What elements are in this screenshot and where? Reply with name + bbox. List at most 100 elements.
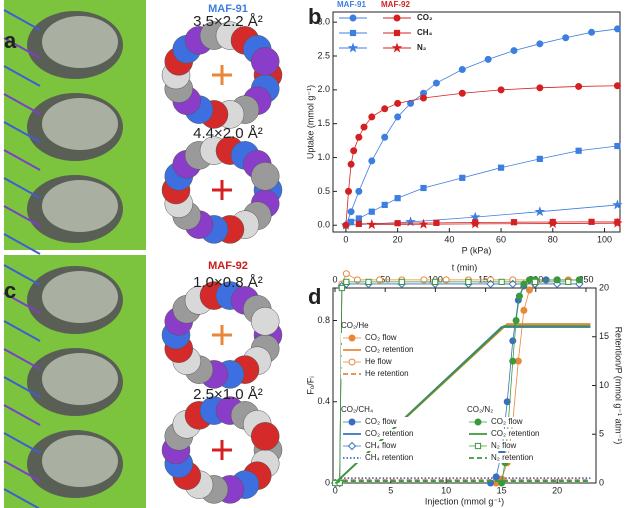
data-point bbox=[515, 292, 523, 300]
data-point bbox=[342, 221, 350, 229]
bond bbox=[3, 37, 41, 59]
data-point bbox=[613, 82, 621, 90]
bond bbox=[3, 488, 41, 508]
legend-label: CO₂ flow bbox=[365, 417, 397, 426]
legend-label: CO₂ bbox=[417, 13, 433, 22]
data-point bbox=[612, 199, 623, 210]
y2-tick-label: 0 bbox=[599, 477, 604, 487]
data-point bbox=[536, 155, 543, 162]
legend-title: CO₂/CH₄ bbox=[341, 405, 373, 414]
data-point bbox=[381, 133, 389, 141]
data-point bbox=[547, 218, 559, 229]
legend-title: CO₂/He bbox=[341, 321, 369, 330]
data-point bbox=[393, 29, 401, 37]
series-line bbox=[350, 145, 618, 223]
data-point bbox=[376, 276, 384, 284]
data-point bbox=[365, 278, 372, 286]
legend-bg bbox=[467, 453, 553, 463]
bond bbox=[3, 93, 41, 115]
data-point bbox=[420, 184, 427, 192]
legend-bg bbox=[341, 333, 427, 343]
data-point bbox=[391, 42, 403, 53]
x-tick-label: 40 bbox=[444, 234, 454, 244]
legend-label: He flow bbox=[365, 357, 392, 366]
y-tick-label: 2.0 bbox=[317, 84, 330, 94]
x-tick-label: 15 bbox=[497, 485, 507, 495]
data-point bbox=[458, 66, 466, 74]
data-point bbox=[432, 79, 440, 87]
data-point bbox=[381, 105, 389, 113]
y-axis-label: Uptake (mmol g⁻¹) bbox=[305, 85, 315, 159]
data-point bbox=[525, 286, 533, 294]
data-point bbox=[360, 123, 368, 131]
panel-label: c bbox=[4, 278, 16, 303]
x-tick-label: 20 bbox=[393, 234, 403, 244]
data-point bbox=[349, 14, 357, 22]
data-point bbox=[366, 219, 378, 230]
y-tick-label: 1.5 bbox=[317, 118, 330, 128]
data-point bbox=[465, 278, 472, 286]
legend-label: CO₂ retention bbox=[365, 429, 413, 438]
legend-label: CH₄ retention bbox=[365, 453, 413, 462]
x-tick-label: 80 bbox=[548, 234, 558, 244]
x-tick-label: 20 bbox=[552, 485, 562, 495]
data-point bbox=[474, 418, 482, 426]
data-point bbox=[588, 28, 596, 36]
data-point bbox=[575, 276, 583, 284]
bond bbox=[3, 320, 41, 342]
data-point bbox=[347, 218, 355, 225]
data-point bbox=[419, 94, 427, 102]
x-axis-label: P (kPa) bbox=[462, 245, 492, 255]
data-point bbox=[520, 280, 528, 288]
y2-tick-label: 15 bbox=[599, 331, 609, 341]
data-point bbox=[497, 86, 505, 94]
bond bbox=[3, 9, 41, 31]
y-tick-label: 1.0 bbox=[317, 152, 330, 162]
data-point bbox=[350, 147, 358, 155]
data-point bbox=[343, 278, 350, 286]
data-point bbox=[509, 357, 517, 365]
data-point bbox=[347, 208, 355, 216]
pore-marker bbox=[212, 440, 232, 460]
data-point bbox=[562, 34, 570, 42]
data-point bbox=[368, 208, 375, 215]
bond bbox=[3, 432, 41, 454]
data-point bbox=[393, 14, 401, 22]
legend-bg bbox=[341, 357, 427, 367]
data-point bbox=[553, 276, 561, 284]
panel-label: b bbox=[308, 4, 321, 29]
data-point bbox=[575, 147, 582, 154]
bond bbox=[3, 460, 41, 482]
data-point bbox=[345, 187, 353, 195]
data-point bbox=[498, 278, 505, 286]
legend-label: N₂ bbox=[417, 43, 427, 52]
series-line bbox=[334, 477, 591, 484]
data-point bbox=[442, 276, 450, 284]
legend-bg bbox=[341, 345, 427, 355]
series-line bbox=[334, 480, 591, 484]
series-line bbox=[358, 221, 618, 225]
bond bbox=[3, 233, 41, 255]
pore-marker bbox=[212, 180, 232, 200]
pore-size: 1.0×0.8 Å² bbox=[193, 274, 263, 291]
data-point bbox=[353, 276, 361, 284]
y-tick-label: 3.0 bbox=[317, 17, 330, 27]
data-point bbox=[420, 276, 428, 284]
panel-label: a bbox=[4, 28, 17, 53]
data-point bbox=[394, 195, 401, 202]
x-tick-label: 5 bbox=[388, 485, 393, 495]
atom bbox=[250, 47, 280, 76]
data-point bbox=[565, 278, 572, 286]
data-point bbox=[347, 160, 355, 168]
data-point bbox=[394, 99, 402, 107]
y-tick-label: 0 bbox=[325, 477, 330, 487]
x-tick-label: 0 bbox=[333, 485, 338, 495]
data-point bbox=[381, 201, 388, 209]
data-point bbox=[520, 306, 528, 314]
data-point bbox=[614, 142, 621, 150]
pore-surface bbox=[42, 353, 118, 405]
pore-size: 3.5×2.2 Å² bbox=[193, 13, 263, 30]
bond bbox=[3, 205, 41, 227]
data-point bbox=[510, 47, 518, 55]
x-axis-label: Injection (mmol g⁻¹) bbox=[425, 496, 504, 506]
